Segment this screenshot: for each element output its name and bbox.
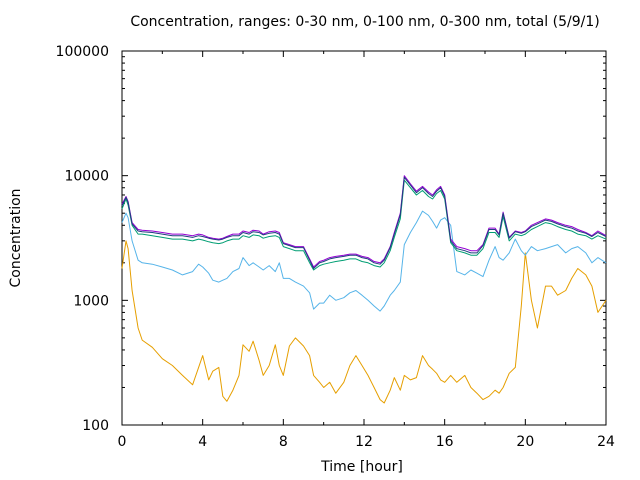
tick-labels: 0 4 8 12 16 20 24 100 1000 10000 100000 (56, 44, 615, 450)
x-tick-label: 24 (597, 434, 615, 450)
series-line-3 (121, 179, 607, 271)
series-line-5 (121, 176, 607, 269)
y-axis-label: Concentration (8, 188, 24, 287)
x-tick-label: 16 (436, 434, 454, 450)
series-line-4 (121, 175, 607, 268)
x-tick-label: 0 (118, 434, 127, 450)
x-tick-label: 8 (279, 434, 288, 450)
x-tick-label: 12 (355, 434, 373, 450)
y-tick-label: 100000 (56, 44, 109, 60)
y-tick-label: 1000 (73, 293, 109, 309)
series-line-1 (121, 240, 607, 404)
series-lines (121, 175, 607, 404)
series-line-2 (121, 210, 607, 312)
chart-title: Concentration, ranges: 0-30 nm, 0-100 nm… (130, 14, 600, 30)
y-tick-label: 100 (82, 418, 109, 434)
y-tick-label: 10000 (64, 169, 109, 185)
x-axis-label: Time [hour] (320, 459, 403, 475)
major-ticks (121, 50, 607, 426)
x-tick-label: 4 (198, 434, 207, 450)
x-tick-label: 20 (516, 434, 534, 450)
minor-ticks (122, 51, 606, 425)
